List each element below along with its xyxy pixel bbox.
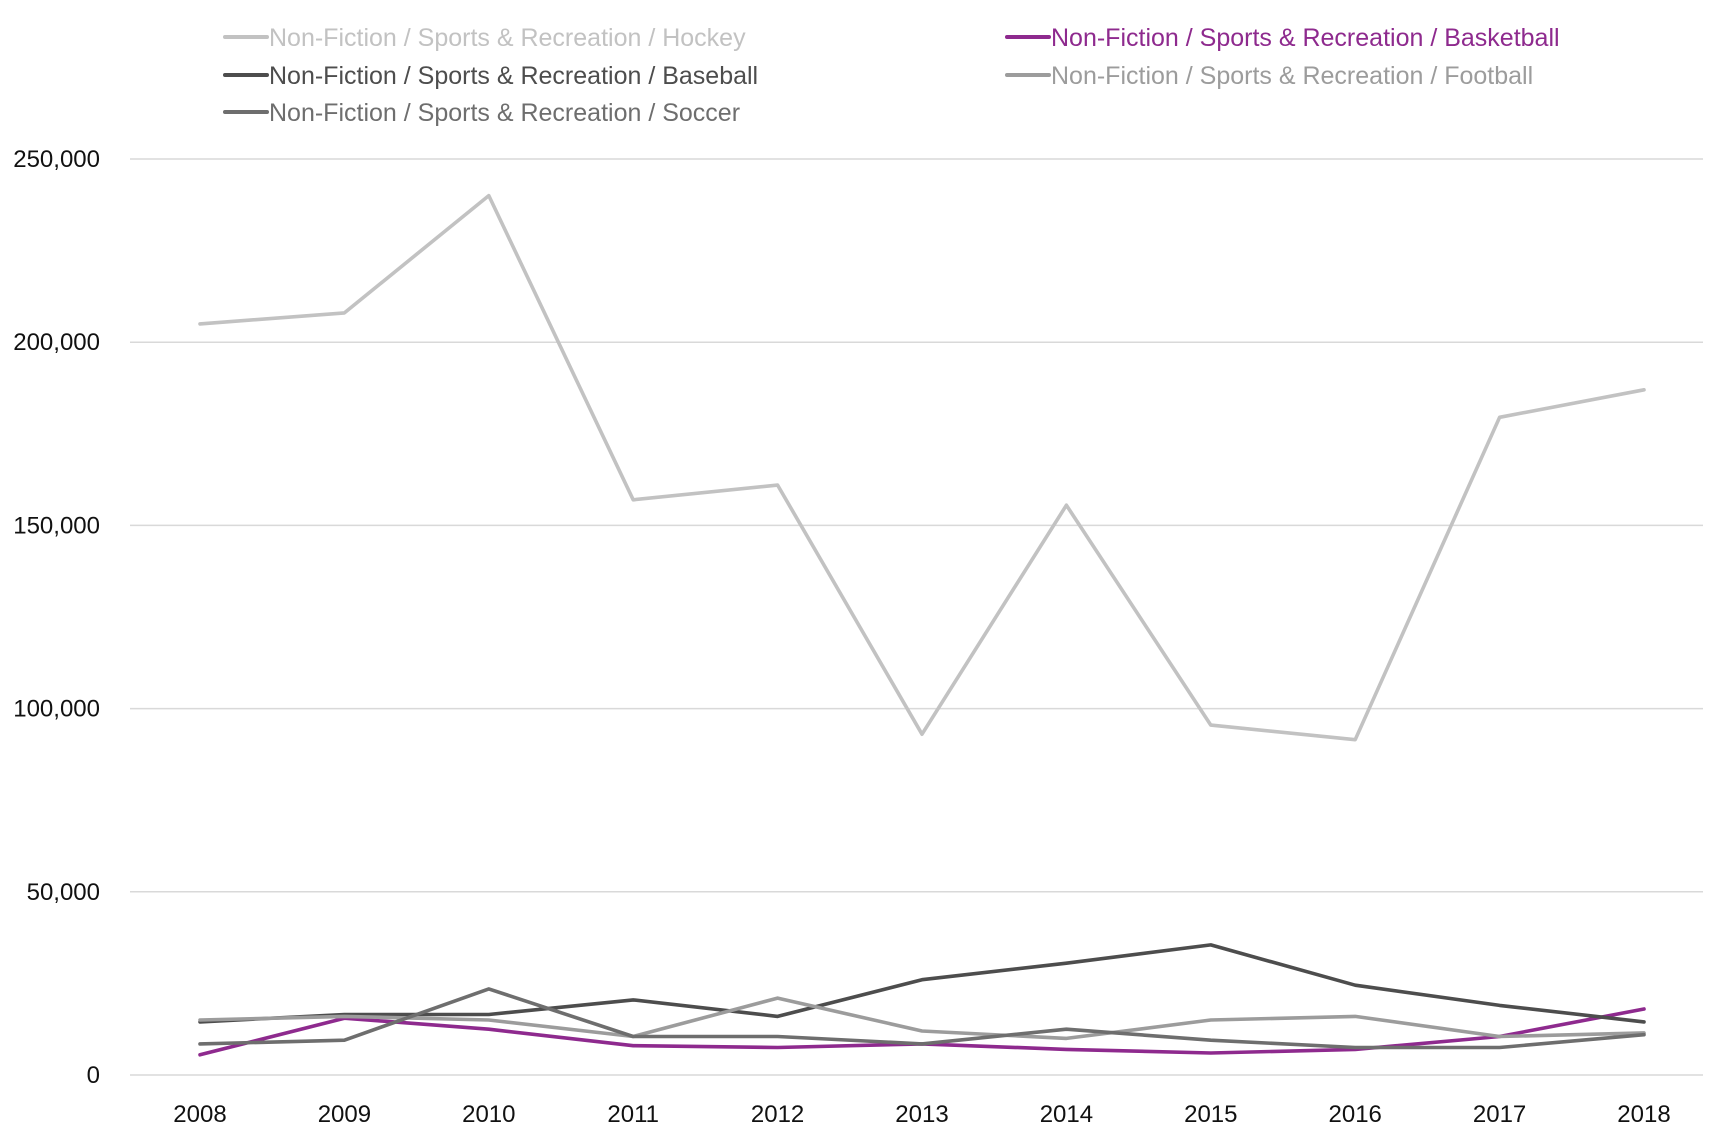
- y-axis: 0 50,000 100,000 150,000 200,000 250,000: [13, 146, 100, 1089]
- gridlines: [130, 158, 1703, 1076]
- series-line-4: [198, 987, 1646, 1050]
- x-axis: 2008 2009 2010 2011 2012 2013 2014 2015 2016 2017…: [173, 1101, 1670, 1128]
- y-tick-label: 200,000: [13, 329, 100, 356]
- series-lines: [198, 193, 1646, 1057]
- y-tick-label: 50,000: [27, 879, 100, 906]
- series-line-0: [198, 193, 1646, 742]
- legend-item: Non-Fiction / Sports & Recreation / Base…: [223, 62, 758, 90]
- legend-label: Non-Fiction / Sports & Recreation / Socc…: [269, 99, 740, 127]
- series-line-2: [198, 943, 1646, 1024]
- x-tick-label: 2018: [1617, 1101, 1670, 1128]
- x-tick-label: 2009: [318, 1101, 371, 1128]
- series-line-3: [198, 996, 1646, 1041]
- legend: Non-Fiction / Sports & Recreation / Hock…: [223, 24, 1560, 127]
- legend-item: Non-Fiction / Sports & Recreation / Socc…: [223, 99, 740, 127]
- x-tick-label: 2010: [462, 1101, 515, 1128]
- x-tick-label: 2015: [1184, 1101, 1237, 1128]
- legend-label: Non-Fiction / Sports & Recreation / Base…: [269, 62, 758, 90]
- x-tick-label: 2012: [751, 1101, 804, 1128]
- legend-label: Non-Fiction / Sports & Recreation / Hock…: [269, 24, 746, 52]
- y-tick-label: 250,000: [13, 146, 100, 173]
- y-tick-label: 150,000: [13, 512, 100, 539]
- legend-label: Non-Fiction / Sports & Recreation / Foot…: [1051, 62, 1533, 90]
- y-tick-label: 100,000: [13, 696, 100, 723]
- y-tick-label: 0: [87, 1062, 100, 1089]
- x-tick-label: 2016: [1329, 1101, 1382, 1128]
- x-tick-label: 2008: [173, 1101, 226, 1128]
- legend-item: Non-Fiction / Sports & Recreation / Bask…: [1005, 24, 1560, 52]
- legend-label: Non-Fiction / Sports & Recreation / Bask…: [1051, 24, 1560, 52]
- legend-item: Non-Fiction / Sports & Recreation / Hock…: [223, 24, 746, 52]
- legend-item: Non-Fiction / Sports & Recreation / Foot…: [1005, 62, 1533, 90]
- x-tick-label: 2013: [895, 1101, 948, 1128]
- x-tick-label: 2011: [607, 1101, 659, 1128]
- x-tick-label: 2014: [1040, 1101, 1093, 1128]
- x-tick-label: 2017: [1473, 1101, 1526, 1128]
